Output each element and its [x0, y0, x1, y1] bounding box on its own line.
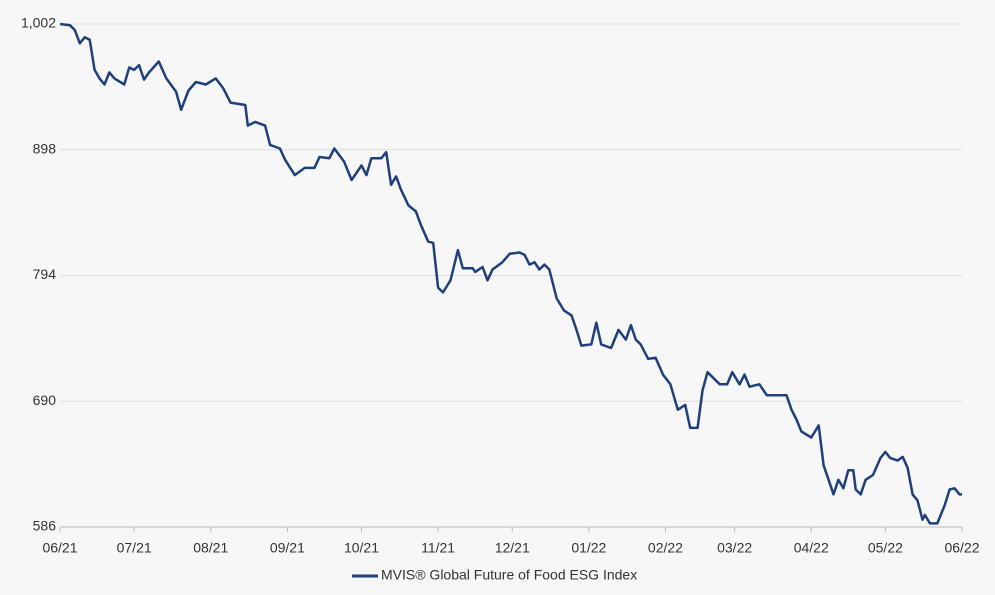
y-tick-label: 690: [33, 392, 57, 408]
x-tick-label: 02/22: [648, 540, 683, 556]
x-tick-label: 07/21: [117, 540, 152, 556]
legend-label: MVIS® Global Future of Food ESG Index: [381, 567, 637, 583]
x-tick-label: 11/21: [421, 540, 455, 556]
x-tick-label: 08/21: [193, 540, 228, 556]
y-tick-label: 794: [33, 266, 57, 282]
y-tick-label: 586: [33, 518, 57, 534]
y-tick-label: 1,002: [21, 15, 56, 31]
x-tick-label: 06/21: [42, 540, 77, 556]
x-tick-label: 01/22: [571, 540, 606, 556]
x-tick-label: 10/21: [344, 540, 379, 556]
y-tick-label: 898: [33, 140, 57, 156]
x-tick-label: 12/21: [495, 540, 530, 556]
x-tick-label: 09/21: [270, 540, 305, 556]
x-tick-label: 05/22: [868, 540, 903, 556]
x-tick-label: 06/22: [944, 540, 979, 556]
line: [59, 22, 962, 525]
x-tick-label: 04/22: [794, 540, 829, 556]
x-tick-label: 03/22: [717, 540, 752, 556]
